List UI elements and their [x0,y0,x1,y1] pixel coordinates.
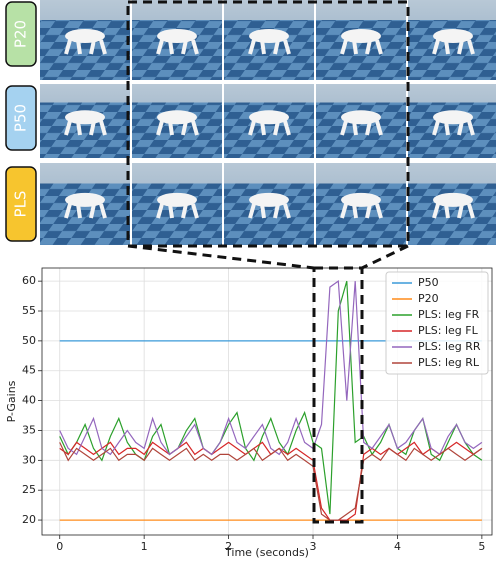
y-tick-label: 20 [22,513,36,526]
robot [433,110,473,125]
robot [157,110,197,125]
legend-box [385,271,489,375]
robot-legs [248,39,291,55]
series-line [59,442,483,521]
robot [433,192,473,207]
x-tick-label: 2 [225,540,232,553]
y-tick-label: 60 [22,274,36,287]
row-label: PLS [12,191,30,218]
y-tick-label: 40 [22,394,36,407]
y-tick-label: 25 [22,483,36,496]
legend-label: PLS: leg RR [418,340,481,353]
simulation-frames [40,0,496,245]
robot-legs [432,203,475,219]
y-tick-label: 30 [22,453,36,466]
robot-legs [156,203,199,219]
robot [157,192,197,207]
plot-frame [41,267,493,536]
robot-legs [64,120,107,136]
row-label-box [5,1,37,67]
connector [127,244,315,270]
series-line [59,280,483,515]
robot [249,29,289,43]
legend-label: PLS: leg FL [418,324,479,337]
robot-legs [432,120,475,136]
frame-floor [408,20,496,80]
connector [361,244,409,270]
robot [65,110,105,125]
y-tick-label: 50 [22,334,36,347]
robot-legs [156,39,199,55]
y-axis-title: P-Gains [5,380,18,422]
robot [249,192,289,207]
robot-legs [340,203,383,219]
robot [341,29,381,43]
legend-label: P50 [418,276,439,289]
x-tick-label: 1 [141,540,148,553]
frame-floor [40,183,130,245]
row-labels: P20 P50 PLS [5,1,37,242]
y-tick-label: 45 [22,364,36,377]
x-axis-title: Time (seconds) [224,546,309,559]
row-label-box [5,166,37,242]
robot-legs [248,120,291,136]
y-tick-label: 55 [22,304,36,317]
frame-floor [224,183,314,245]
series-line [59,279,483,456]
row-label-box [5,85,37,151]
robot-legs [64,203,107,219]
row-label: P20 [12,20,30,48]
x-tick-label: 3 [310,540,317,553]
x-tick-label: 0 [56,540,63,553]
legend-label: PLS: leg RL [418,356,480,369]
robot-legs [432,39,475,55]
legend-label: PLS: leg FR [418,308,480,321]
robot [433,29,473,43]
x-tick-label: 4 [394,540,401,553]
x-tick-label: 5 [478,540,485,553]
robot-legs [340,120,383,136]
robot [65,192,105,207]
robot [249,110,289,125]
y-tick-label: 35 [22,423,36,436]
frame-floor [408,183,496,245]
frame-floor [316,183,406,245]
robot [341,110,381,125]
robot [341,192,381,207]
legend-label: P20 [418,292,439,305]
robot [157,29,197,43]
robot-legs [64,39,107,55]
robot-legs [340,39,383,55]
robot-legs [156,120,199,136]
row-label: P50 [12,104,30,132]
robot [65,29,105,43]
robot-legs [248,203,291,219]
frame-floor [132,183,222,245]
highlight-box [312,266,364,524]
highlight-box [126,0,410,248]
